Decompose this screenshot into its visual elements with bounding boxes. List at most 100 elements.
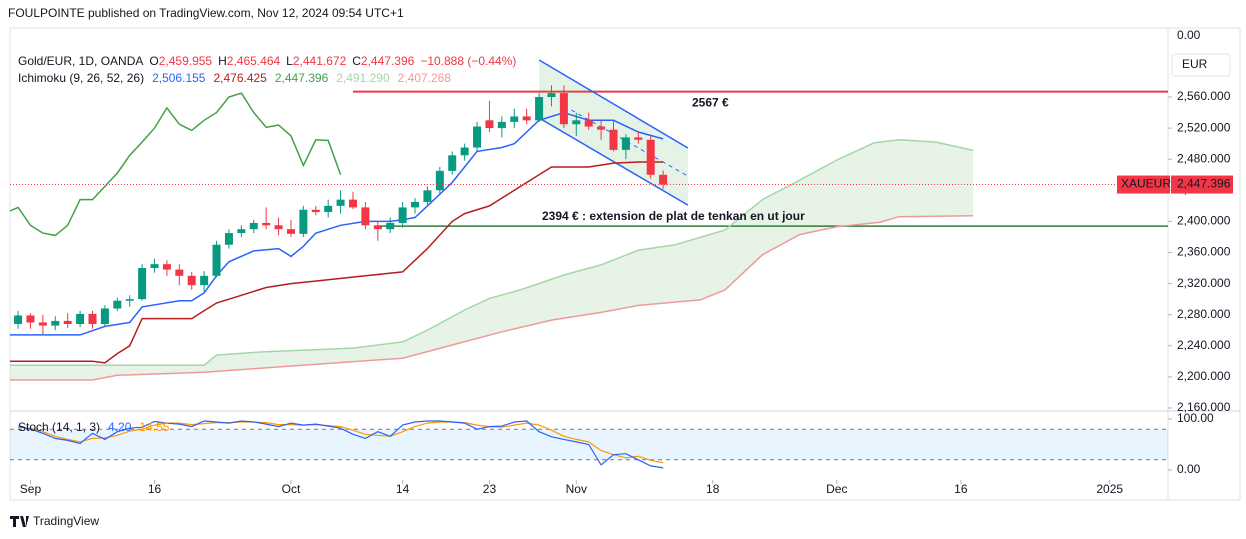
- y-tick-label: 2,160.000: [1177, 400, 1231, 414]
- ichimoku-line: [10, 161, 664, 364]
- x-tick-label: Nov: [566, 482, 587, 496]
- candle-body: [559, 93, 568, 125]
- scale-top-label: 0.00: [1177, 28, 1201, 42]
- ohlc-label: L: [286, 54, 293, 68]
- y-tick-label: 2,480.000: [1177, 151, 1231, 165]
- candle-body: [63, 320, 72, 325]
- candle-body: [510, 116, 519, 122]
- indicator-value: 2,447.396: [275, 71, 329, 85]
- candle-body: [113, 300, 122, 309]
- candle-body: [336, 199, 345, 206]
- x-tick-label: 16: [148, 482, 162, 496]
- candle-body: [373, 225, 382, 230]
- candle-body: [584, 120, 593, 127]
- change: −10.888 (−0.44%): [420, 54, 516, 68]
- logo-text: TradingView: [33, 514, 99, 528]
- candle-body: [547, 93, 556, 98]
- currency-box[interactable]: [1171, 53, 1231, 77]
- ohlc-label: H: [218, 54, 227, 68]
- y-tick-label: 2,240.000: [1177, 338, 1231, 352]
- stoch-legend: Stoch (14, 1, 3) 4.20 14.55: [18, 420, 170, 434]
- candle-body: [88, 313, 97, 325]
- symbol: Gold/EUR, 1D, OANDA: [18, 54, 143, 68]
- candle-body: [187, 275, 196, 286]
- candle-body: [14, 315, 23, 325]
- candle-body: [162, 264, 171, 270]
- candle-body: [522, 116, 531, 121]
- ichimoku-line: [10, 92, 342, 237]
- candle-body: [597, 126, 606, 130]
- candle-body: [51, 320, 60, 326]
- ohlc-value: 2,459.955: [159, 54, 213, 68]
- candle-body: [473, 126, 482, 148]
- candle-body: [175, 269, 184, 276]
- ichimoku-line: [10, 139, 974, 366]
- candle-body: [423, 190, 432, 202]
- candle-body: [311, 209, 320, 213]
- ohlc-label: O: [149, 54, 158, 68]
- x-tick-label: 2025: [1096, 482, 1123, 496]
- ohlc-value: 2,441.672: [293, 54, 347, 68]
- candle-body: [609, 129, 618, 150]
- candle-body: [76, 313, 85, 325]
- stoch-d-value: 14.55: [139, 420, 169, 434]
- candle-body: [448, 155, 457, 171]
- symbol-legend: Gold/EUR, 1D, OANDA O2,459.955 H2,465.464 L…: [18, 54, 516, 68]
- y-tick-label: 2,200.000: [1177, 369, 1231, 383]
- logo-icon: [10, 516, 29, 527]
- indicator-value: 2,491.290: [336, 71, 390, 85]
- candle-body: [286, 229, 295, 234]
- candle-body: [411, 201, 420, 208]
- candle-body: [299, 209, 308, 234]
- x-tick-label: 14: [396, 482, 410, 496]
- candle-body: [212, 244, 221, 276]
- candle-body: [249, 222, 258, 230]
- x-tick-label: 16: [954, 482, 968, 496]
- candle-body: [150, 264, 159, 269]
- candle-body: [348, 199, 357, 208]
- level-label: 2567 €: [692, 96, 729, 110]
- candle-body: [262, 222, 271, 226]
- stoch-line: [18, 421, 664, 464]
- candle-body: [634, 137, 643, 140]
- candle-body: [646, 139, 655, 175]
- indicator-value: 2,476.425: [213, 71, 267, 85]
- indicator-name: Ichimoku (9, 26, 52, 26): [18, 71, 144, 85]
- candle-body: [386, 222, 395, 230]
- ohlc-label: C: [352, 54, 361, 68]
- x-tick-label: Dec: [826, 482, 847, 496]
- logo: TradingView: [10, 514, 99, 528]
- channel-line: [538, 59, 689, 149]
- candle-body: [535, 97, 544, 121]
- header: FOULPOINTE published on TradingView.com,…: [8, 6, 404, 20]
- y-tick-label: 2,400.000: [1177, 214, 1231, 228]
- candle-body: [224, 233, 233, 245]
- kumo-cloud: [10, 139, 974, 380]
- stoch-k-value: 4.20: [108, 420, 132, 434]
- stoch-line: [17, 420, 664, 469]
- x-tick-label: Sep: [20, 482, 42, 496]
- x-tick-label: 18: [706, 482, 720, 496]
- candle-body: [497, 121, 506, 129]
- candle-body: [485, 120, 494, 129]
- channel-line: [538, 117, 689, 206]
- axes: 2,160.000 2,200.000 2,240.000 2,280.000 2,32…: [20, 89, 1233, 496]
- candle-body: [26, 315, 35, 323]
- x-tick-label: Oct: [282, 482, 301, 496]
- chart-frame: [9, 27, 1241, 501]
- indicator-value: 2,506.155: [152, 71, 206, 85]
- candle-body: [659, 174, 668, 185]
- candle-body: [200, 275, 209, 286]
- candle-body: [435, 170, 444, 191]
- level-label: 2394 € : extension de plat de tenkan en …: [542, 209, 805, 223]
- candle-body: [38, 322, 47, 326]
- candle-body: [237, 229, 246, 234]
- candle-body: [100, 308, 109, 325]
- stoch-pane: [10, 420, 1168, 469]
- y-tick-label: 2,280.000: [1177, 307, 1231, 321]
- y-tick-label: 0.00: [1177, 462, 1201, 476]
- candle-body: [621, 137, 630, 150]
- y-tick-label: 2,360.000: [1177, 245, 1231, 259]
- currency: EUR: [1182, 57, 1208, 71]
